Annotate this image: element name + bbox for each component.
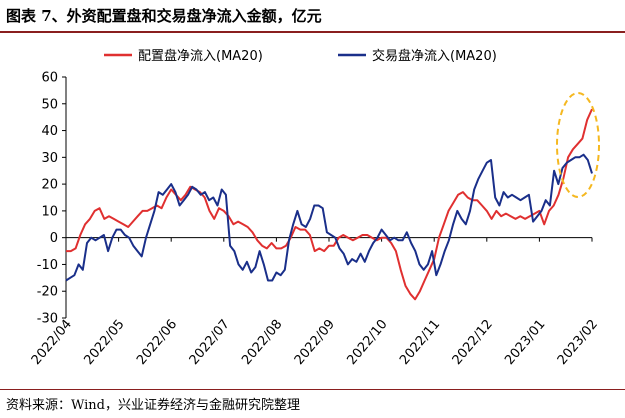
y-tick-label: -30 bbox=[37, 312, 58, 327]
x-tick-label: 2022/07 bbox=[187, 317, 233, 368]
x-tick-label: 2022/12 bbox=[450, 317, 496, 368]
y-tick-label: 0 bbox=[50, 231, 58, 246]
x-tick-label: 2022/06 bbox=[134, 317, 180, 368]
chart-title: 图表 7、外资配置盘和交易盘净流入金额，亿元 bbox=[6, 7, 322, 25]
x-tick-label: 2022/05 bbox=[81, 317, 127, 368]
source-note: 资料来源：Wind，兴业证券经济与金融研究院整理 bbox=[6, 398, 300, 413]
y-tick-label: 50 bbox=[41, 97, 58, 112]
x-tick-label: 2022/10 bbox=[344, 317, 390, 368]
x-tick-label: 2022/08 bbox=[239, 317, 285, 368]
x-tick-label: 2023/02 bbox=[555, 317, 601, 368]
x-tick-label: 2022/11 bbox=[397, 317, 443, 368]
y-tick-label: 10 bbox=[41, 204, 58, 219]
legend-label-trading: 交易盘净流入(MA20) bbox=[372, 48, 497, 64]
y-tick-label: 60 bbox=[41, 71, 58, 86]
y-tick-label: -20 bbox=[37, 285, 58, 300]
series-line-trading bbox=[65, 153, 593, 282]
y-tick-label: -10 bbox=[37, 258, 58, 273]
y-tick-label: 40 bbox=[41, 124, 58, 139]
series-line-allocation bbox=[66, 108, 593, 301]
legend-label-allocation: 配置盘净流入(MA20) bbox=[138, 48, 263, 64]
highlight-ellipse bbox=[556, 92, 600, 198]
footer-rule bbox=[0, 389, 625, 390]
y-tick-label: 30 bbox=[41, 151, 58, 166]
x-tick-label: 2023/01 bbox=[502, 317, 548, 368]
y-tick-label: 20 bbox=[41, 178, 58, 193]
title-rule bbox=[0, 31, 625, 33]
x-tick-label: 2022/09 bbox=[292, 317, 338, 368]
